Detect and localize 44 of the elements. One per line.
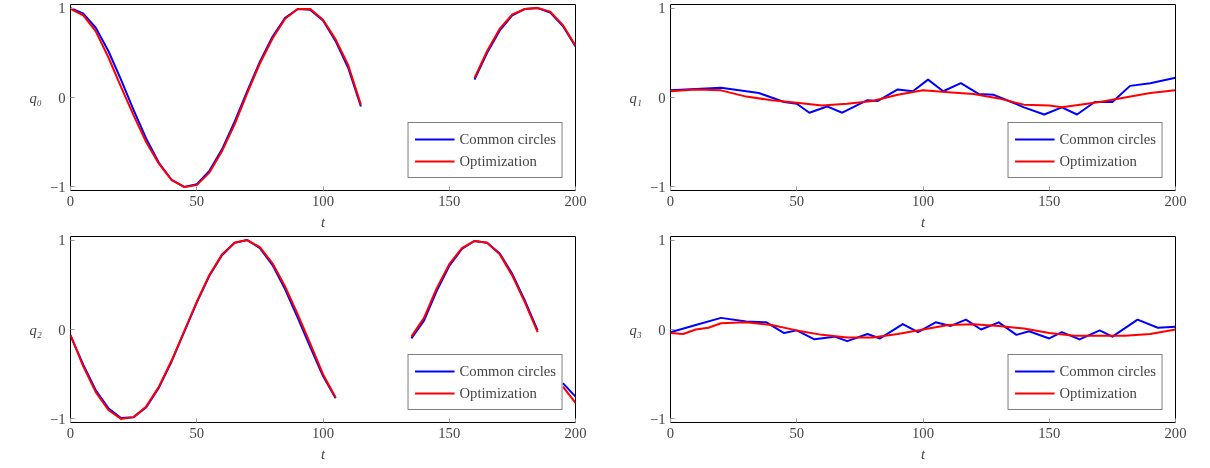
y-tick-label: 0	[58, 321, 66, 338]
y-tick-label: 1	[58, 232, 66, 249]
x-tick-label: 150	[1038, 424, 1061, 441]
y-axis-title: q₃	[629, 321, 642, 338]
x-axis-title: t	[320, 445, 326, 462]
y-tick-label: −1	[49, 410, 66, 427]
x-tick-label: 50	[189, 424, 205, 441]
y-tick-label: −1	[649, 178, 666, 195]
legend-label: Common circles	[1059, 130, 1156, 148]
y-tick-label: 0	[658, 321, 666, 338]
y-axis-title: q₀	[29, 89, 42, 106]
x-tick-label: 200	[564, 192, 587, 209]
legend-label: Common circles	[459, 130, 556, 148]
x-tick-label: 50	[789, 192, 805, 209]
x-tick-label: 100	[912, 192, 934, 209]
x-tick-label: 150	[1038, 192, 1061, 209]
legend-label: Optimization	[459, 152, 537, 170]
y-axis-title: q₂	[29, 321, 42, 338]
y-tick-label: 0	[58, 89, 66, 106]
legend-label: Optimization	[459, 384, 537, 402]
y-tick-label: −1	[649, 410, 666, 427]
y-tick-label: 1	[658, 232, 666, 249]
x-tick-label: 100	[312, 192, 334, 209]
y-tick-label: −1	[49, 178, 66, 195]
y-tick-label: 0	[658, 89, 666, 106]
legend-label: Common circles	[459, 362, 556, 380]
y-tick-label: 1	[658, 0, 666, 17]
x-axis-title: t	[920, 445, 926, 462]
x-tick-label: 50	[789, 424, 805, 441]
x-tick-label: 100	[312, 424, 334, 441]
x-tick-label: 200	[1164, 192, 1187, 209]
x-axis-title: t	[920, 213, 926, 230]
x-tick-label: 100	[912, 424, 934, 441]
x-tick-label: 150	[438, 424, 461, 441]
legend-label: Common circles	[1059, 362, 1156, 380]
legend-label: Optimization	[1059, 384, 1137, 402]
x-tick-label: 50	[189, 192, 205, 209]
x-axis-title: t	[320, 213, 326, 230]
legend-label: Optimization	[1059, 152, 1137, 170]
x-tick-label: 200	[1164, 424, 1187, 441]
x-tick-label: 150	[438, 192, 461, 209]
y-tick-label: 1	[58, 0, 66, 17]
y-axis-title: q₁	[629, 89, 642, 106]
x-tick-label: 200	[564, 424, 587, 441]
